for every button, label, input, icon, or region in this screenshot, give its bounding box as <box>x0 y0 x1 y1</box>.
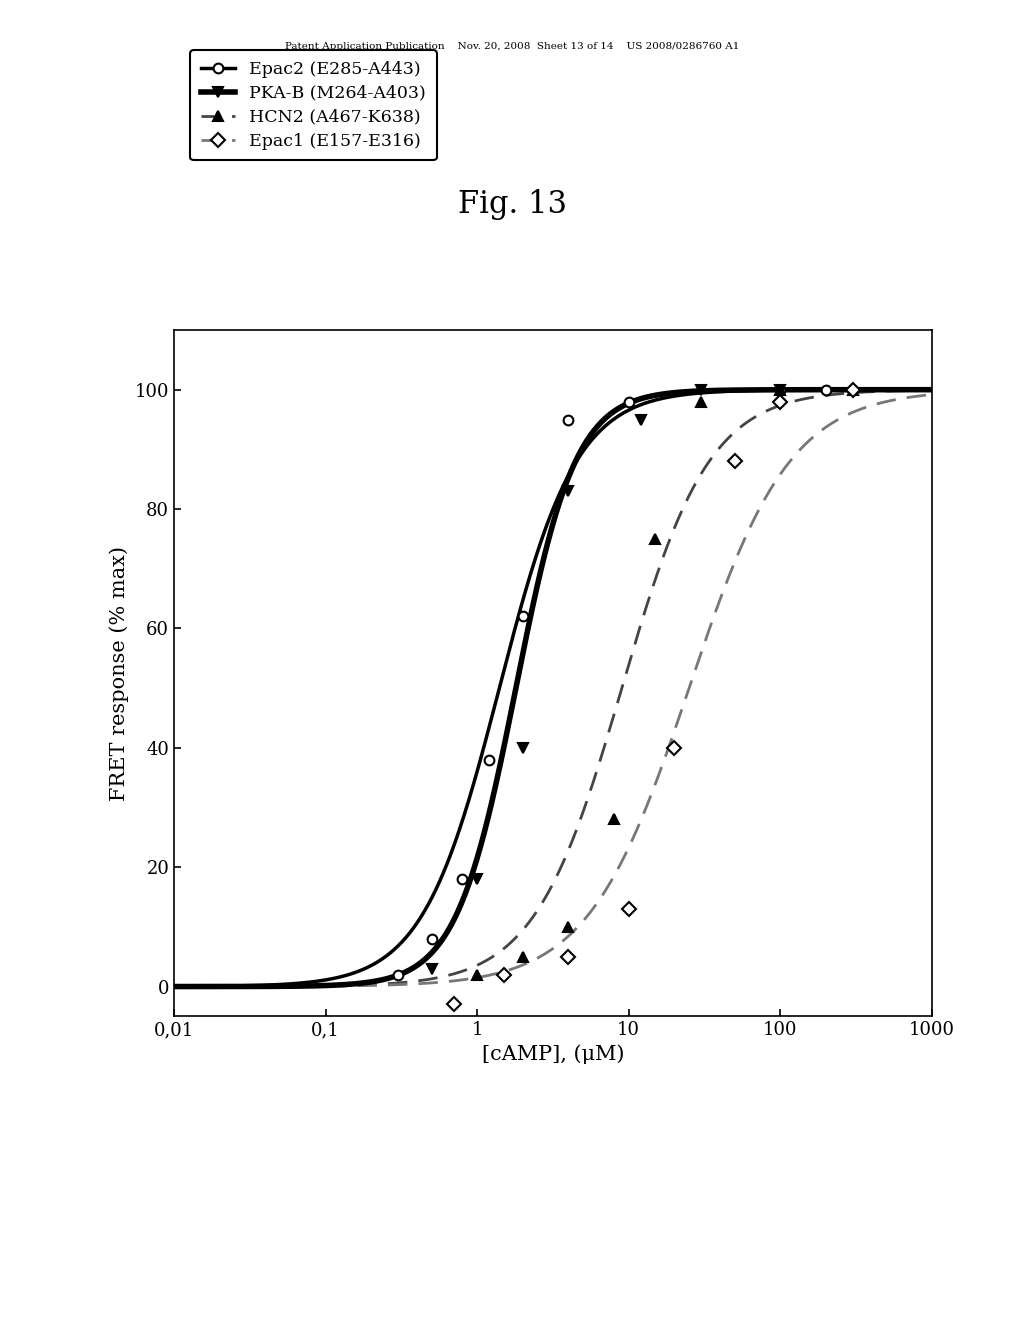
Text: Fig. 13: Fig. 13 <box>458 189 566 220</box>
Y-axis label: FRET response (% max): FRET response (% max) <box>110 545 129 801</box>
X-axis label: [cAMP], (μM): [cAMP], (μM) <box>481 1045 625 1064</box>
Text: Patent Application Publication    Nov. 20, 2008  Sheet 13 of 14    US 2008/02867: Patent Application Publication Nov. 20, … <box>285 42 739 51</box>
Legend: Epac2 (E285-A443), PKA-B (M264-A403), HCN2 (A467-K638), Epac1 (E157-E316): Epac2 (E285-A443), PKA-B (M264-A403), HC… <box>190 50 436 160</box>
